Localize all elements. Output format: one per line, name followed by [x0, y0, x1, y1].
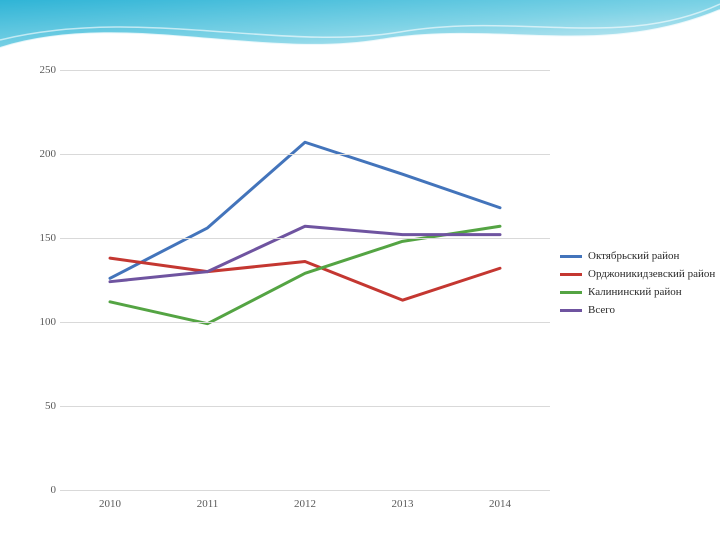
- legend-item: Орджоникидзевский район: [560, 268, 715, 280]
- gridline: [60, 238, 550, 239]
- legend-item: Калининский район: [560, 286, 715, 298]
- legend-label: Орджоникидзевский район: [588, 268, 715, 280]
- gridline: [60, 490, 550, 491]
- legend-swatch: [560, 291, 582, 294]
- gridline: [60, 322, 550, 323]
- legend-item: Октябрьский район: [560, 250, 715, 262]
- x-axis-label: 2011: [197, 498, 219, 510]
- legend-swatch: [560, 255, 582, 258]
- plot-region: [60, 70, 550, 490]
- y-axis-label: 0: [30, 484, 56, 496]
- legend-item: Всего: [560, 304, 715, 316]
- chart-lines: [60, 70, 550, 490]
- header-wave: [0, 0, 720, 70]
- x-axis-label: 2010: [99, 498, 121, 510]
- y-axis-label: 250: [30, 64, 56, 76]
- gridline: [60, 406, 550, 407]
- legend-swatch: [560, 309, 582, 312]
- gridline: [60, 154, 550, 155]
- legend: Октябрьский район Орджоникидзевский райо…: [560, 250, 715, 322]
- legend-swatch: [560, 273, 582, 276]
- series-line: [110, 142, 500, 278]
- y-axis-label: 100: [30, 316, 56, 328]
- legend-label: Всего: [588, 304, 615, 316]
- y-axis-label: 150: [30, 232, 56, 244]
- line-chart: Октябрьский район Орджоникидзевский райо…: [30, 70, 700, 530]
- y-axis-label: 50: [30, 400, 56, 412]
- gridline: [60, 70, 550, 71]
- y-axis-label: 200: [30, 148, 56, 160]
- x-axis-label: 2012: [294, 498, 316, 510]
- legend-label: Калининский район: [588, 286, 682, 298]
- x-axis-label: 2014: [489, 498, 511, 510]
- x-axis-label: 2013: [392, 498, 414, 510]
- legend-label: Октябрьский район: [588, 250, 679, 262]
- series-line: [110, 258, 500, 300]
